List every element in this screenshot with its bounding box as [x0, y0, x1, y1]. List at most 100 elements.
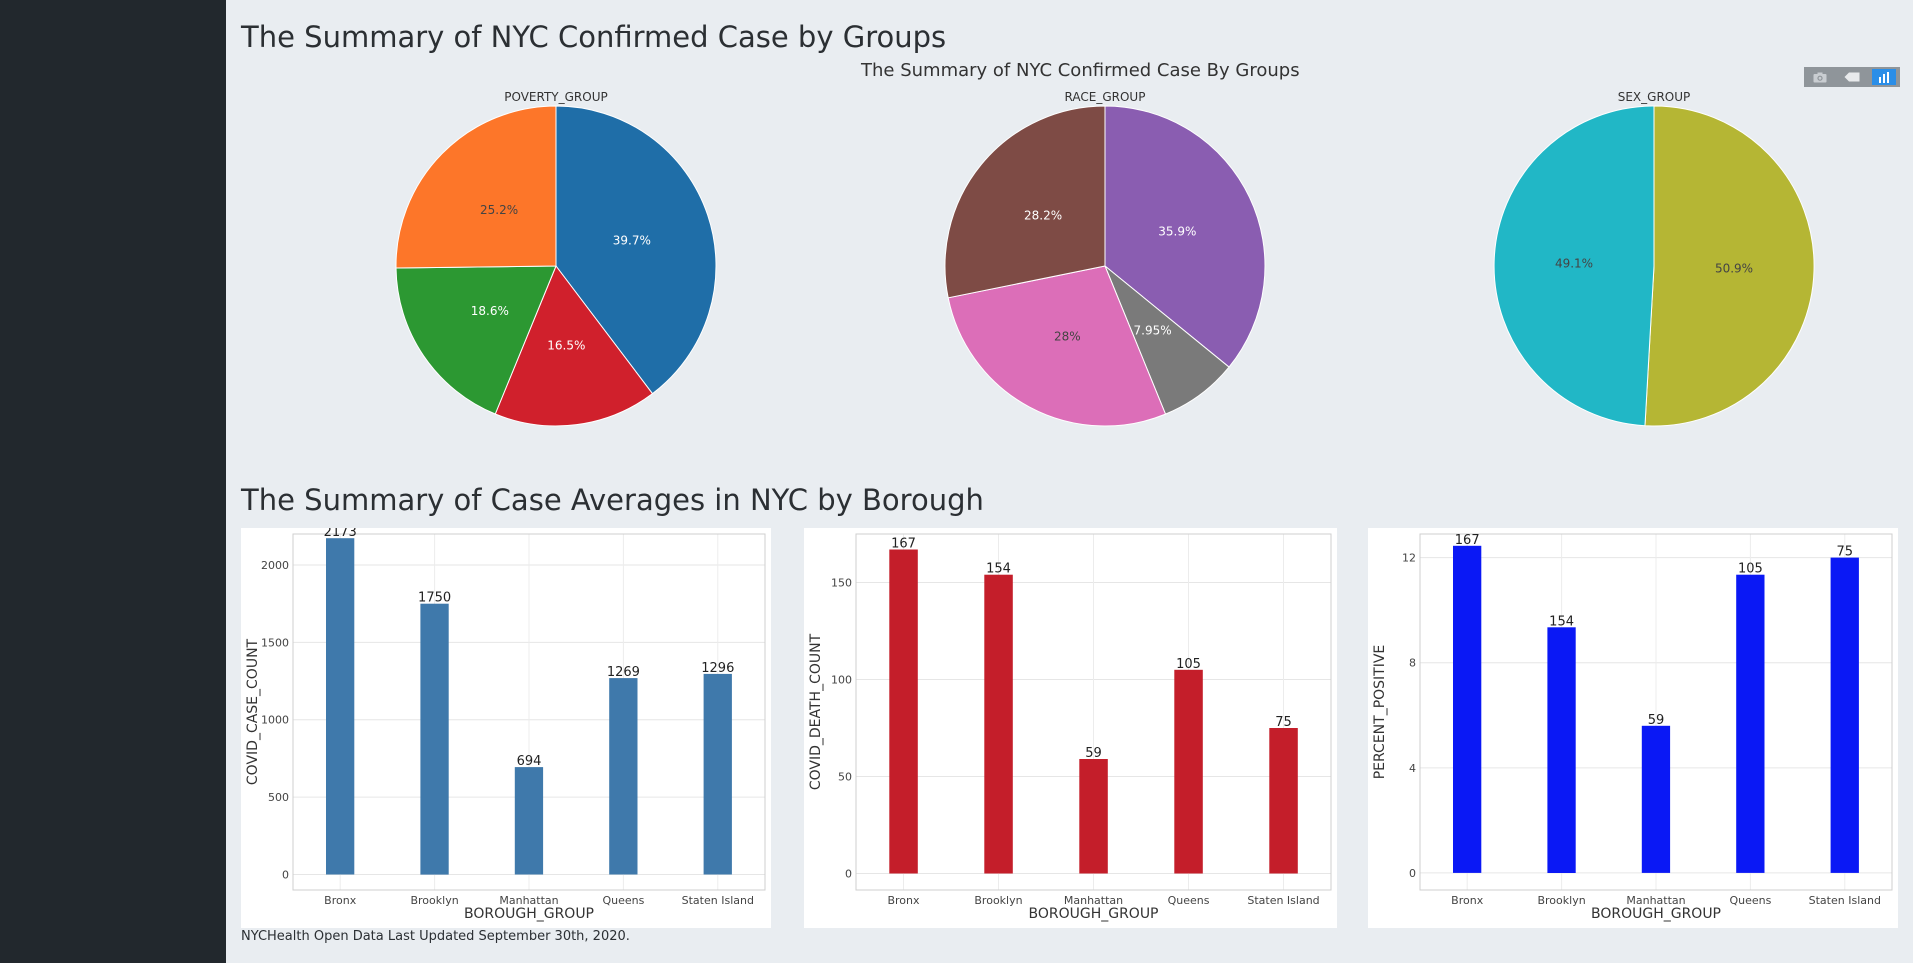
pie-slice-label: 35.9%	[1158, 225, 1196, 239]
pie-slice-label: 18.6%	[471, 304, 509, 318]
y-axis-title: COVID_CASE_COUNT	[245, 638, 261, 785]
pie-title: RACE_GROUP	[1065, 90, 1146, 104]
bar-data-label: 2173	[324, 528, 357, 540]
y-tick-label: 1000	[261, 714, 289, 727]
pie-slice[interactable]	[1104, 105, 1266, 368]
x-tick-label: Manhattan	[499, 894, 558, 907]
y-tick-label: 500	[268, 791, 289, 804]
pie-slice[interactable]	[1644, 105, 1815, 427]
bar-chart-death-count: 0 50 100 150 167 Bronx 154 Brooklyn 59 Manhattan 1…	[804, 528, 1337, 928]
pie-slice-label: 50.9%	[1715, 261, 1753, 275]
y-tick-label: 1500	[261, 636, 289, 649]
data-source-footer: NYCHealth Open Data Last Updated Septemb…	[241, 929, 630, 944]
bar-data-label: 75	[1837, 545, 1854, 560]
y-tick-label: 100	[831, 674, 852, 687]
bar[interactable]	[1830, 557, 1859, 873]
pie-slice[interactable]	[944, 105, 1106, 299]
bar[interactable]	[984, 574, 1013, 874]
bar-data-label: 1296	[701, 661, 734, 676]
y-tick-label: 4	[1409, 762, 1416, 775]
bar[interactable]	[703, 673, 732, 875]
plot-frame	[1419, 533, 1893, 891]
x-tick-label: Staten Island	[1809, 894, 1881, 907]
pie-title: POVERTY_GROUP	[504, 90, 608, 104]
bar-data-label: 154	[1549, 614, 1574, 629]
x-tick-label: Staten Island	[682, 894, 754, 907]
x-tick-label: Bronx	[1451, 894, 1484, 907]
bar-data-label: 694	[517, 754, 542, 769]
pie-slice-label: 7.95%	[1134, 323, 1172, 337]
bar[interactable]	[1641, 725, 1671, 873]
x-tick-label: Staten Island	[1247, 894, 1319, 907]
pie-slice-label: 49.1%	[1555, 257, 1593, 271]
bar[interactable]	[1174, 669, 1203, 874]
x-axis-title: BOROUGH_GROUP	[1028, 906, 1158, 922]
tag-icon[interactable]	[1840, 69, 1864, 85]
y-tick-label: 0	[282, 869, 289, 882]
bar[interactable]	[1453, 545, 1482, 873]
plot-frame	[855, 533, 1332, 891]
pie-section-title: The Summary of NYC Confirmed Case by Gro…	[241, 20, 947, 54]
y-axis-title: PERCENT_POSITIVE	[1372, 645, 1388, 780]
bar-chart-percent-positive: 0 4 8 12 167 Bronx 154 Brooklyn 59 Manhattan 105 Qu…	[1368, 528, 1898, 928]
plot-frame	[292, 533, 766, 891]
bar[interactable]	[420, 603, 449, 875]
main-content: The Summary of NYC Confirmed Case by Gro…	[226, 0, 1913, 963]
bar-data-label: 1750	[418, 591, 451, 606]
x-tick-label: Queens	[1168, 894, 1210, 907]
x-tick-label: Bronx	[324, 894, 357, 907]
bar-data-label: 59	[1648, 713, 1665, 728]
bar[interactable]	[514, 767, 544, 875]
pie-slice[interactable]	[947, 265, 1167, 427]
pie-slice[interactable]	[395, 105, 557, 269]
y-tick-label: 150	[831, 577, 852, 590]
x-tick-label: Manhattan	[1626, 894, 1685, 907]
bar[interactable]	[1269, 728, 1298, 874]
y-tick-label: 0	[845, 868, 852, 881]
bar-data-label: 167	[891, 537, 916, 552]
camera-icon[interactable]	[1808, 69, 1832, 85]
y-tick-label: 50	[838, 771, 852, 784]
bar[interactable]	[1079, 759, 1108, 874]
x-tick-label: Bronx	[887, 894, 920, 907]
bar-data-label: 105	[1176, 657, 1201, 672]
bar-section-title: The Summary of Case Averages in NYC by B…	[241, 483, 984, 517]
bar-data-label: 1269	[607, 665, 640, 680]
bar[interactable]	[326, 538, 355, 875]
y-tick-label: 12	[1402, 552, 1416, 565]
x-tick-label: Manhattan	[1064, 894, 1123, 907]
pie-slice-label: 39.7%	[613, 234, 651, 248]
bar[interactable]	[889, 549, 918, 874]
pie-title: SEX_GROUP	[1618, 90, 1691, 104]
bar-data-label: 154	[986, 562, 1011, 577]
x-axis-title: BOROUGH_GROUP	[464, 906, 594, 922]
x-axis-title: BOROUGH_GROUP	[1591, 906, 1721, 922]
pie-figure-title: The Summary of NYC Confirmed Case By Gro…	[861, 60, 1300, 81]
y-tick-label: 0	[1409, 867, 1416, 880]
x-tick-label: Queens	[1729, 894, 1771, 907]
pie-slice[interactable]	[555, 105, 717, 395]
bar[interactable]	[1736, 574, 1765, 873]
pie-slice[interactable]	[395, 265, 557, 415]
pie-slice-label: 28%	[1054, 330, 1081, 344]
pie-chart-race-group: RACE_GROUP 35.9% 7.95% 28% 28.2%	[944, 90, 1266, 427]
bar-data-label: 75	[1275, 715, 1292, 730]
x-tick-label: Brooklyn	[410, 894, 458, 907]
bar-data-label: 105	[1738, 562, 1763, 577]
sidebar	[0, 0, 226, 963]
pie-slice[interactable]	[1493, 105, 1655, 427]
plot-modebar	[1804, 67, 1900, 87]
y-tick-label: 8	[1409, 657, 1416, 670]
x-tick-label: Queens	[602, 894, 644, 907]
pie-slice-label: 25.2%	[480, 203, 518, 217]
bar-data-label: 167	[1455, 533, 1480, 548]
pie-chart-sex-group: SEX_GROUP 50.9% 49.1%	[1493, 90, 1815, 427]
pie-slice[interactable]	[494, 264, 654, 427]
pie-chart-poverty-group: POVERTY_GROUP 39.7% 16.5% 18.6% 25.2%	[395, 90, 717, 427]
y-axis-title: COVID_DEATH_COUNT	[808, 633, 824, 790]
bar[interactable]	[609, 678, 638, 875]
bar[interactable]	[1547, 627, 1576, 873]
pie-slice-label: 28.2%	[1024, 208, 1062, 222]
pie-slice-label: 16.5%	[547, 338, 585, 352]
bar-chart-icon[interactable]	[1872, 69, 1896, 85]
